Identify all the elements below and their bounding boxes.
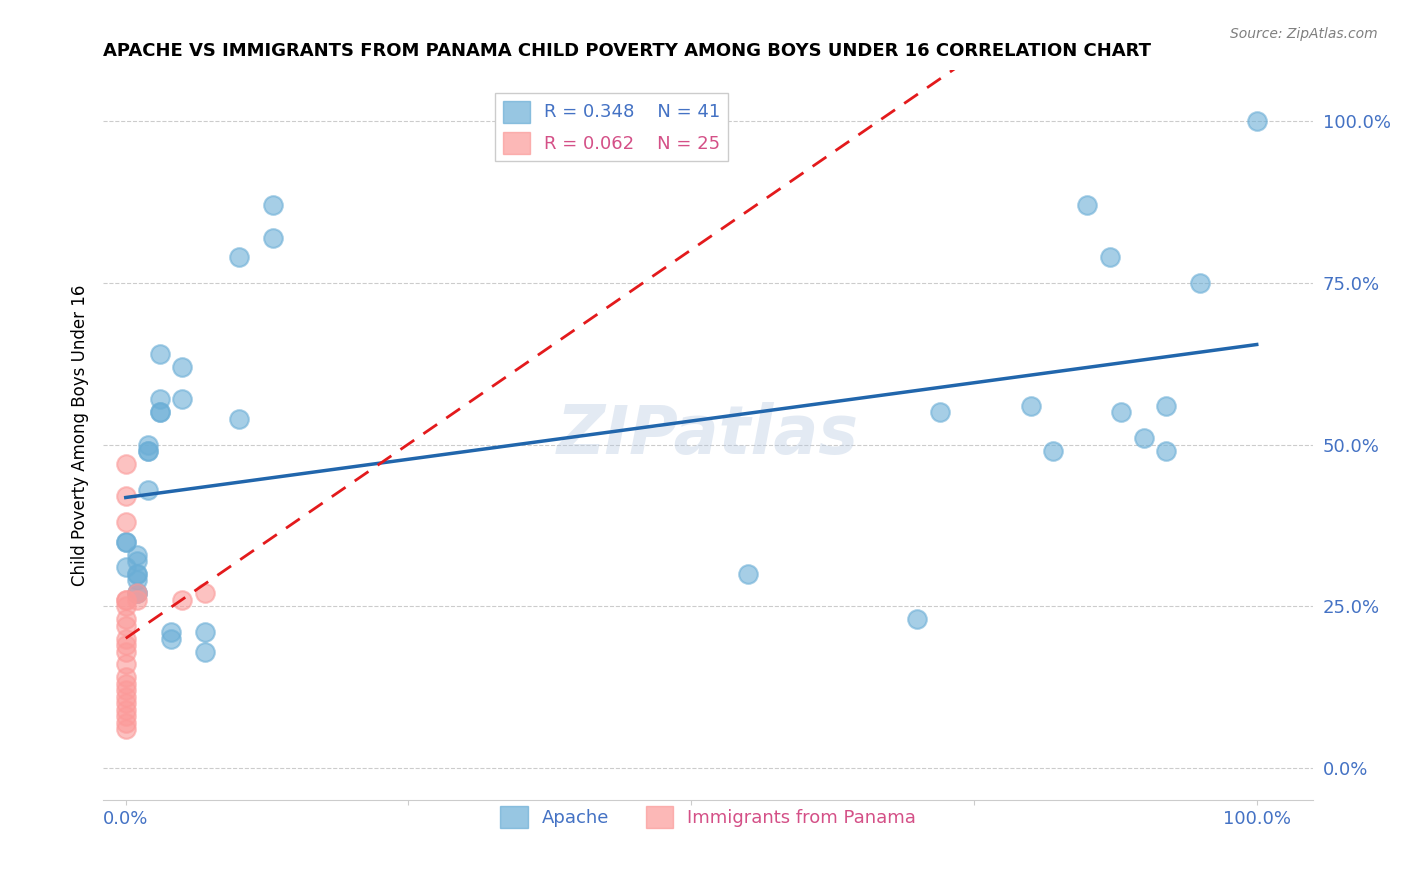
Point xyxy=(125,586,148,600)
Point xyxy=(114,618,136,632)
Point xyxy=(114,457,136,471)
Point xyxy=(114,690,136,704)
Point xyxy=(737,566,759,581)
Point xyxy=(1154,444,1177,458)
Point xyxy=(114,644,136,658)
Point xyxy=(114,657,136,672)
Point xyxy=(228,411,250,425)
Point xyxy=(114,592,136,607)
Point xyxy=(125,574,148,588)
Point xyxy=(1098,250,1121,264)
Point xyxy=(125,548,148,562)
Point xyxy=(149,405,172,419)
Point xyxy=(149,347,172,361)
Point xyxy=(114,715,136,730)
Point xyxy=(1246,114,1268,128)
Point xyxy=(172,392,194,407)
Point xyxy=(1154,399,1177,413)
Point xyxy=(125,554,148,568)
Point xyxy=(114,670,136,684)
Point xyxy=(138,444,160,458)
Text: ZIPatlas: ZIPatlas xyxy=(557,402,859,468)
Point xyxy=(228,250,250,264)
Point xyxy=(114,683,136,698)
Point xyxy=(1189,276,1212,290)
Y-axis label: Child Poverty Among Boys Under 16: Child Poverty Among Boys Under 16 xyxy=(72,285,89,586)
Point xyxy=(262,198,284,212)
Point xyxy=(194,644,217,658)
Point xyxy=(114,534,136,549)
Point xyxy=(114,515,136,529)
Point xyxy=(1042,444,1064,458)
Point xyxy=(114,632,136,646)
Point xyxy=(138,483,160,497)
Point xyxy=(160,625,183,640)
Point xyxy=(172,359,194,374)
Point xyxy=(125,586,148,600)
Point xyxy=(125,592,148,607)
Point xyxy=(149,392,172,407)
Point xyxy=(125,566,148,581)
Point xyxy=(114,709,136,723)
Point xyxy=(194,625,217,640)
Point xyxy=(1076,198,1098,212)
Point xyxy=(1132,431,1154,445)
Point xyxy=(138,437,160,451)
Point xyxy=(114,489,136,503)
Point xyxy=(262,231,284,245)
Text: APACHE VS IMMIGRANTS FROM PANAMA CHILD POVERTY AMONG BOYS UNDER 16 CORRELATION C: APACHE VS IMMIGRANTS FROM PANAMA CHILD P… xyxy=(103,42,1152,60)
Point xyxy=(172,592,194,607)
Point xyxy=(114,560,136,574)
Point xyxy=(907,612,929,626)
Point xyxy=(138,444,160,458)
Point xyxy=(1019,399,1042,413)
Text: Source: ZipAtlas.com: Source: ZipAtlas.com xyxy=(1230,27,1378,41)
Point xyxy=(114,599,136,614)
Point xyxy=(194,586,217,600)
Point xyxy=(125,566,148,581)
Point xyxy=(114,703,136,717)
Point xyxy=(125,586,148,600)
Point xyxy=(149,405,172,419)
Point xyxy=(114,534,136,549)
Point xyxy=(114,612,136,626)
Point xyxy=(114,722,136,736)
Point xyxy=(114,638,136,652)
Point xyxy=(1109,405,1132,419)
Point xyxy=(929,405,952,419)
Point xyxy=(114,677,136,691)
Point xyxy=(160,632,183,646)
Legend: Apache, Immigrants from Panama: Apache, Immigrants from Panama xyxy=(494,798,924,835)
Point xyxy=(114,696,136,710)
Point xyxy=(114,592,136,607)
